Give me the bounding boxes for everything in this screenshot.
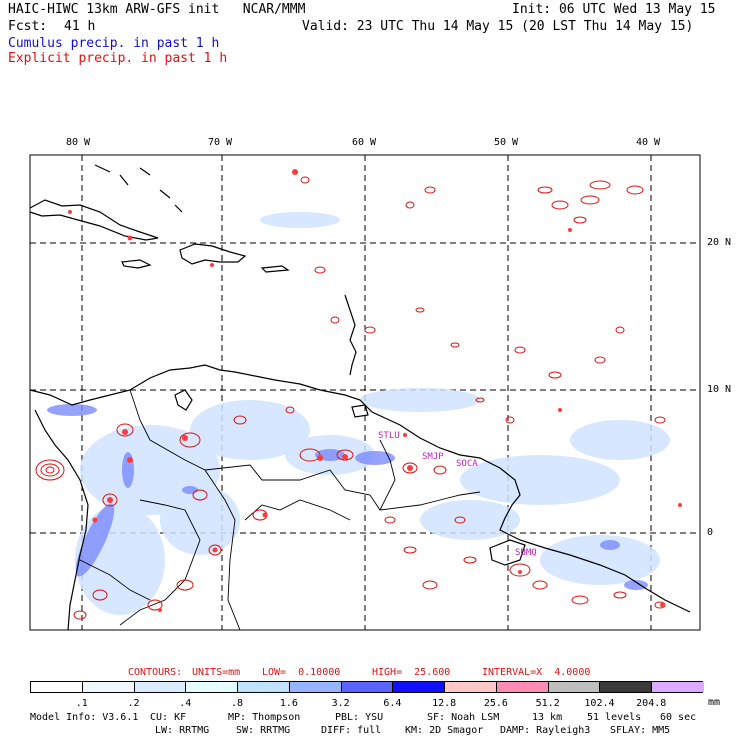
map-frame — [29, 154, 701, 631]
contours-prefix: CONTOURS: — [128, 667, 183, 678]
colorbar-tick-label: 51.2 — [535, 698, 560, 709]
colorbar-tick-label: 204.8 — [636, 698, 667, 709]
colorbar-tick-label: 6.4 — [383, 698, 402, 709]
colorbar-cell — [652, 682, 704, 692]
model-info-pbl: PBL: YSU — [335, 712, 384, 723]
contours-high: HIGH= 25.600 — [372, 667, 451, 678]
colorbar-tick-label: 1.6 — [279, 698, 298, 709]
model-info-step: 60 sec — [660, 712, 697, 723]
contours-low: LOW= 0.10000 — [262, 667, 341, 678]
model-info-damp: DAMP: Rayleigh3 — [500, 725, 591, 736]
explicit-heavy-cells — [68, 169, 682, 612]
model-info-diff: DIFF: full — [321, 725, 382, 736]
lat-label-20n: 20 N — [707, 237, 732, 248]
colorbar-tick-label: 3.2 — [331, 698, 350, 709]
colorbar-cell — [82, 682, 135, 692]
colorbar-tick-label: 12.8 — [432, 698, 457, 709]
lon-label-70w: 70 W — [208, 137, 233, 148]
coastlines — [29, 164, 691, 631]
cumulus-heavy-areas — [47, 404, 648, 590]
colorbar-cell — [600, 682, 653, 692]
station-label: SOCA — [456, 459, 478, 469]
colorbar-cell — [393, 682, 446, 692]
cumulus-legend: Cumulus precip. in past 1 h — [8, 36, 220, 51]
colorbar-tick-label: .8 — [231, 698, 244, 709]
contours-units: UNITS=mm — [192, 667, 241, 678]
init-time: Init: 06 UTC Wed 13 May 15 — [512, 2, 716, 17]
model-info-sw: SW: RRTMG — [236, 725, 291, 736]
colorbar-tick-label: 102.4 — [584, 698, 615, 709]
lon-label-60w: 60 W — [352, 137, 377, 148]
model-info-sf: SF: Noah LSM — [427, 712, 500, 723]
station-label: SMJP — [422, 452, 444, 462]
model-info-km: KM: 2D Smagor — [405, 725, 484, 736]
model-title: HAIC-HIWC 13km ARW-GFS init NCAR/MMM — [8, 2, 306, 17]
lon-label-50w: 50 W — [494, 137, 519, 148]
contours-interval: INTERVAL=X 4.0000 — [482, 667, 591, 678]
colorbar-tick-label: .4 — [179, 698, 192, 709]
lat-label-eq: 0 — [707, 527, 714, 538]
colorbar-cell — [289, 682, 342, 692]
model-info-1: Model Info: V3.6.1 — [30, 712, 139, 723]
model-info-res: 13 km — [532, 712, 563, 723]
explicit-precip-contours — [35, 176, 666, 620]
colorbar-cell — [445, 682, 497, 692]
colorbar-cell — [31, 682, 83, 692]
colorbar-cell — [548, 682, 601, 692]
model-info-mp: MP: Thompson — [228, 712, 301, 723]
model-info-lw: LW: RRTMG — [155, 725, 210, 736]
colorbar — [30, 681, 704, 693]
model-info-sflay: SFLAY: MM5 — [610, 725, 671, 736]
station-label: SBMQ — [515, 548, 537, 558]
colorbar-tick-label: 25.6 — [483, 698, 508, 709]
forecast-hour: 41 h — [64, 19, 96, 34]
station-label: STLU — [378, 431, 400, 441]
colorbar-cell — [134, 682, 187, 692]
colorbar-cell — [186, 682, 239, 692]
valid-time: Valid: 23 UTC Thu 14 May 15 (20 LST Thu … — [302, 19, 694, 34]
colorbar-unit: mm — [708, 697, 721, 708]
forecast-label: Fcst: — [8, 19, 48, 34]
explicit-legend: Explicit precip. in past 1 h — [8, 51, 228, 66]
colorbar-cell — [341, 682, 394, 692]
lon-label-80w: 80 W — [66, 137, 91, 148]
colorbar-tick-label: .1 — [75, 698, 88, 709]
lon-label-40w: 40 W — [636, 137, 661, 148]
model-info-levels: 51 levels — [587, 712, 642, 723]
colorbar-tick-label: .2 — [127, 698, 140, 709]
colorbar-cell — [238, 682, 290, 692]
colorbar-cell — [496, 682, 549, 692]
cumulus-light-areas — [75, 212, 670, 615]
model-info-cu: CU: KF — [150, 712, 187, 723]
lat-label-10n: 10 N — [707, 384, 732, 395]
